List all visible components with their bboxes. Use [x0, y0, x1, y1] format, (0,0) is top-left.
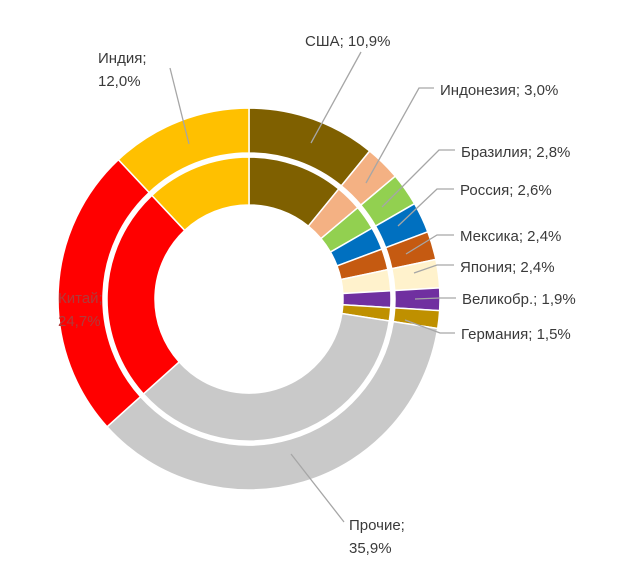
leader-line-прочие: [290, 453, 345, 523]
data-label-великобр: Великобр.; 1,9%: [462, 291, 576, 308]
data-label-германия: Германия; 1,5%: [461, 326, 571, 343]
data-labels: США; 10,9% Индонезия; 3,0% Бразилия; 2,8% Р…: [58, 33, 576, 557]
leader-line-германия: [404, 319, 455, 334]
data-label-value-китай: 24,7%: [58, 313, 101, 330]
outer-slice-прочие: [105, 320, 439, 491]
leader-line-сша: [310, 51, 362, 144]
leader-line-япония: [413, 264, 454, 274]
leader-lines: [169, 51, 456, 523]
data-label-name-китай: Китай;: [58, 290, 103, 307]
inner-slice-индия: [150, 156, 250, 232]
data-label-name-индия: Индия;: [98, 50, 147, 67]
data-label-индонезия: Индонезия; 3,0%: [440, 82, 558, 99]
leader-line-великобр: [414, 297, 456, 300]
inner-slice-прочие: [142, 312, 391, 442]
data-label-бразилия: Бразилия; 2,8%: [461, 144, 570, 161]
leader-line-индия: [169, 67, 190, 145]
data-label-япония: Япония; 2,4%: [460, 259, 555, 276]
leader-line-мексика: [405, 234, 454, 255]
data-label-сша: США; 10,9%: [305, 33, 390, 50]
leader-line-россия: [397, 188, 454, 227]
data-label-value-прочие: 35,9%: [349, 540, 392, 557]
leader-line-бразилия: [381, 149, 455, 208]
data-label-россия: Россия; 2,6%: [460, 182, 552, 199]
data-label-name-прочие: Прочие;: [349, 517, 405, 534]
leader-line-индонезия: [365, 87, 434, 184]
inner-ring: [106, 156, 392, 442]
data-label-value-индия: 12,0%: [98, 73, 141, 90]
outer-slice-индия: [117, 107, 250, 194]
data-label-мексика: Мексика; 2,4%: [460, 228, 561, 245]
